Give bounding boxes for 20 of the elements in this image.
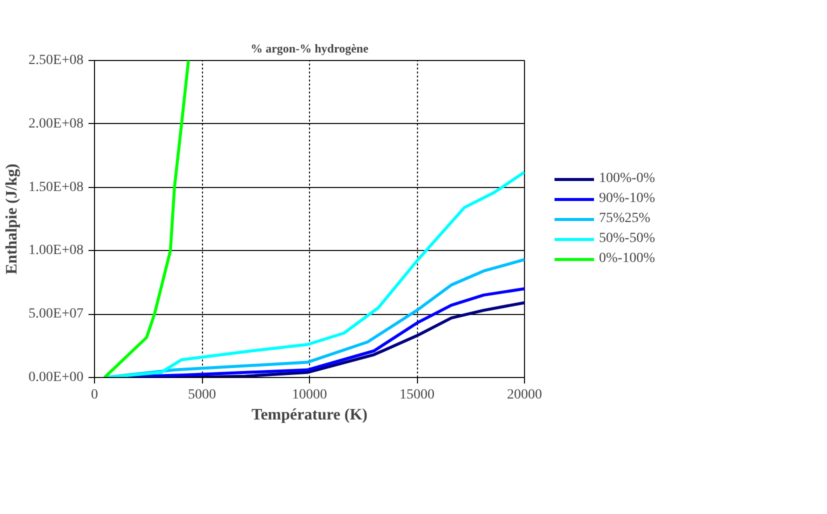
y-tick-label: 1.50E+08 — [28, 180, 84, 195]
legend-label: 90%-10% — [599, 190, 655, 206]
x-tick-label: 10000 — [292, 388, 327, 402]
line-series — [102, 60, 190, 378]
x-tick-label: 15000 — [400, 388, 434, 402]
x-tick-label: 20000 — [507, 388, 542, 402]
y-tick-label: 5.00E+07 — [28, 306, 84, 322]
legend-label: 75%25% — [599, 210, 650, 226]
x-tick-label: 0 — [91, 388, 98, 402]
legend-label: 0%-100% — [599, 250, 655, 266]
y-tick-label: 1.00E+08 — [28, 243, 84, 258]
y-tick-label: 2.50E+08 — [28, 53, 84, 68]
legend-label: 50%-50% — [599, 230, 655, 246]
chart-title: % argon-% hydrogène — [250, 42, 370, 56]
x-axis-title: Température (K) — [252, 406, 368, 424]
y-tick-label: 0.00E+00 — [28, 370, 84, 385]
y-axis-title: Enthalpie (J/kg) — [4, 164, 21, 274]
y-tick-label: 2.00E+08 — [28, 116, 84, 132]
x-tick-label: 5000 — [188, 388, 216, 402]
legend-label: 100%-0% — [599, 170, 655, 186]
